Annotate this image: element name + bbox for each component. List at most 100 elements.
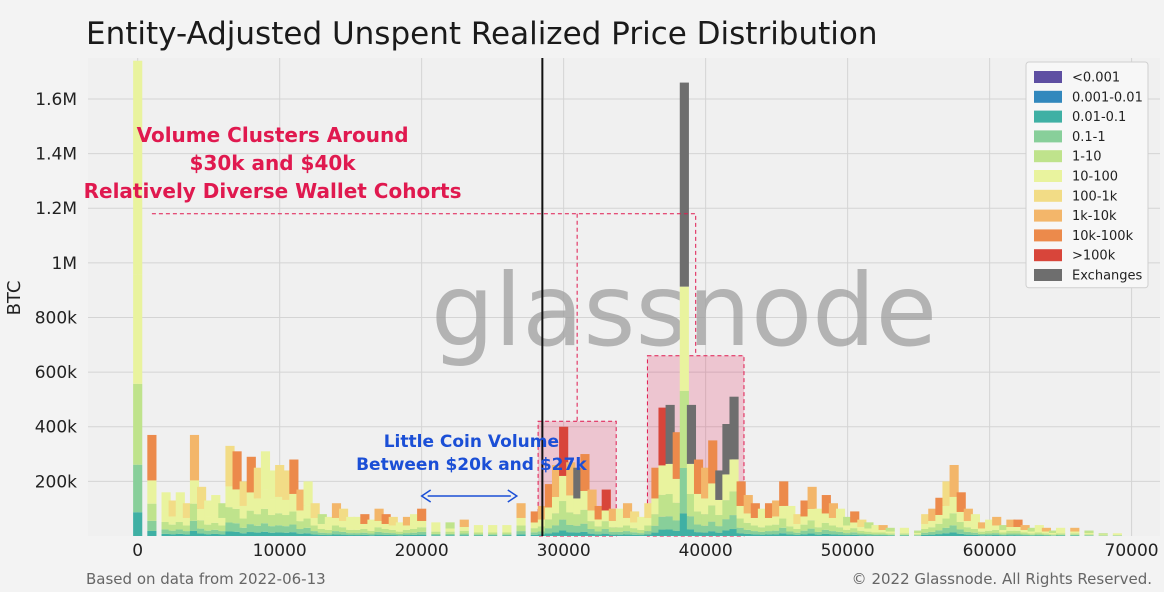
bar-segment [211,522,221,530]
bar-segment [133,274,143,384]
bar-segment [828,531,839,535]
bar-segment-top [580,454,590,491]
bar-segment-top [757,508,768,521]
bar-segment-top [551,464,562,497]
bar-segment-top [1041,527,1051,532]
bar-segment-top [615,508,626,521]
legend-label: 10-100 [1072,170,1118,185]
bar [1027,527,1037,536]
bar-segment [693,532,704,536]
bar-segment [722,474,732,501]
bar-segment [260,489,271,509]
bar-segment [814,520,824,528]
bar-segment [339,534,349,536]
bar [630,511,640,536]
bar-segment [566,524,576,533]
bar-segment [133,383,143,465]
bar-segment-top [587,489,597,511]
bar-segment [1006,526,1016,531]
bar-segment [1048,535,1059,536]
bar-segment [835,527,846,532]
bar [516,503,526,536]
bar-segment [161,533,171,536]
bar-segment-top [835,508,846,521]
bar-segment [1041,531,1051,534]
bar-segment-top [530,511,540,523]
bar-segment [502,532,512,535]
bar-segment [168,524,178,531]
bar-segment [402,525,413,530]
bar-segment-top [921,514,931,524]
bar-segment-top [168,500,178,517]
bar [544,484,555,536]
bar [864,522,874,536]
bar-segment [821,522,831,530]
bar-segment [807,533,817,536]
bar-segment [928,534,938,536]
bar-segment-top [665,404,675,464]
y-tick-label: 600k [35,363,77,383]
bar-segment-top [1013,519,1023,527]
bar-segment-top [1020,525,1030,530]
bar-segment [750,534,760,536]
bar-segment [715,526,725,533]
bar-segment [1020,535,1030,536]
bar-segment [608,527,618,532]
bar-segment [253,498,263,515]
bar-segment [544,519,555,529]
bar-segment [921,529,931,533]
bar-segment [566,512,576,525]
bar-segment [658,529,668,536]
bar-segment [367,535,377,536]
bar-segment-top [402,516,413,526]
bar-segment-top [310,503,320,518]
y-tick-label: 400k [35,418,77,438]
bar-segment-top [679,82,689,287]
bar-segment [793,523,803,530]
bar-segment [871,535,881,536]
bar [282,470,292,536]
bar-segment [878,529,888,533]
bar-segment [608,520,618,528]
bar-segment [693,524,704,533]
bar-segment [225,531,235,536]
bar-segment [708,505,718,522]
bar [921,514,931,536]
bar-segment-top [417,508,427,521]
bar-segment [445,533,455,536]
bar-segment [850,532,860,535]
bar-segment [310,534,320,536]
bar-segment-top [445,522,455,529]
bar-segment [608,534,618,536]
legend-label: 0.1-1 [1072,130,1106,145]
bar-segment [211,533,221,536]
bar-segment [942,505,952,519]
bar-segment [843,533,853,536]
bar-segment [786,531,796,535]
bar-segment [985,535,995,536]
bar-segment [743,513,753,523]
bar-segment-top [807,486,817,509]
bar-segment [977,535,988,536]
bar-segment [970,523,980,530]
bar-segment [715,499,725,516]
bar-segment-top [260,451,271,490]
y-tick-label: 1.6M [35,90,77,110]
bar-segment [289,532,299,536]
bar-segment-top [488,525,498,530]
bar-segment [985,526,995,531]
bar-segment [473,529,484,533]
bar-segment [686,463,697,495]
bar-segment-top [644,503,654,518]
bar [1070,527,1080,536]
bar-segment [303,527,313,534]
bar-segment [800,524,810,531]
bar-segment [772,516,782,525]
bar [566,462,576,536]
bar-segment [772,534,782,536]
bar-segment-top [857,519,867,527]
bar-segment-top [814,508,824,521]
bar-segment [431,533,441,536]
bar-segment [864,531,874,534]
bar [970,514,980,536]
